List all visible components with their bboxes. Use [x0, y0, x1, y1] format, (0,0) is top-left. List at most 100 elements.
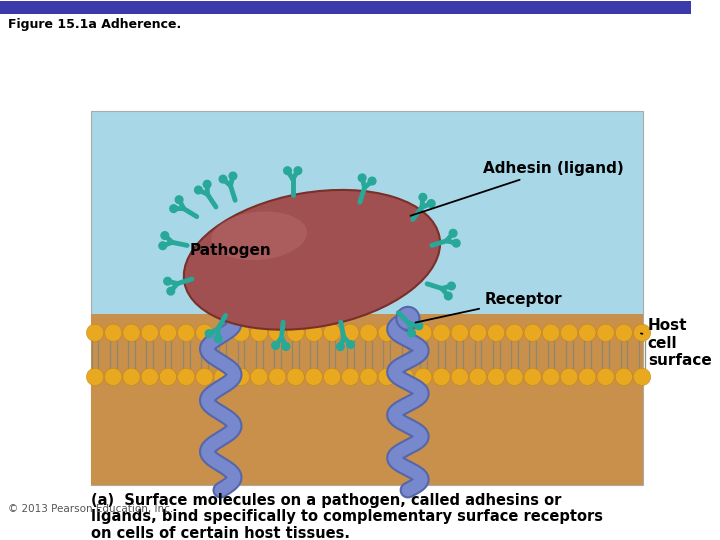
- Circle shape: [634, 324, 651, 341]
- Circle shape: [269, 368, 286, 386]
- Circle shape: [487, 324, 505, 341]
- Circle shape: [210, 273, 233, 296]
- Circle shape: [615, 368, 632, 386]
- Circle shape: [415, 322, 423, 329]
- Text: Pathogen: Pathogen: [189, 242, 271, 258]
- Circle shape: [229, 172, 237, 180]
- Circle shape: [342, 368, 359, 386]
- Circle shape: [104, 368, 122, 386]
- Circle shape: [378, 324, 395, 341]
- Circle shape: [123, 368, 140, 386]
- Circle shape: [359, 174, 366, 182]
- Circle shape: [196, 368, 213, 386]
- Circle shape: [451, 368, 469, 386]
- Circle shape: [170, 205, 178, 212]
- Circle shape: [342, 324, 359, 341]
- Circle shape: [219, 176, 227, 183]
- Circle shape: [615, 324, 632, 341]
- Circle shape: [287, 368, 305, 386]
- Circle shape: [579, 324, 596, 341]
- Text: Host
cell
surface: Host cell surface: [641, 319, 711, 368]
- Circle shape: [305, 368, 323, 386]
- Circle shape: [305, 324, 323, 341]
- Circle shape: [269, 324, 286, 341]
- Circle shape: [560, 324, 577, 341]
- Circle shape: [451, 324, 469, 341]
- Circle shape: [542, 368, 559, 386]
- Circle shape: [428, 200, 435, 207]
- Circle shape: [360, 368, 377, 386]
- Circle shape: [469, 368, 487, 386]
- Circle shape: [282, 342, 289, 350]
- Circle shape: [487, 368, 505, 386]
- Circle shape: [378, 368, 395, 386]
- Circle shape: [194, 186, 202, 194]
- Circle shape: [233, 324, 250, 341]
- Circle shape: [524, 324, 541, 341]
- Circle shape: [360, 324, 377, 341]
- Circle shape: [287, 324, 305, 341]
- Circle shape: [448, 282, 455, 290]
- Circle shape: [415, 324, 432, 341]
- Circle shape: [251, 368, 268, 386]
- Circle shape: [233, 368, 250, 386]
- Circle shape: [444, 292, 452, 300]
- Circle shape: [524, 368, 541, 386]
- Circle shape: [506, 368, 523, 386]
- Circle shape: [408, 329, 415, 337]
- Circle shape: [175, 196, 183, 204]
- Circle shape: [86, 368, 104, 386]
- Circle shape: [323, 324, 341, 341]
- Circle shape: [542, 324, 559, 341]
- Circle shape: [271, 342, 279, 349]
- Circle shape: [141, 368, 158, 386]
- Circle shape: [214, 368, 231, 386]
- Circle shape: [419, 193, 427, 201]
- Circle shape: [203, 180, 211, 188]
- Circle shape: [336, 343, 344, 350]
- Circle shape: [433, 324, 450, 341]
- Circle shape: [560, 368, 577, 386]
- Circle shape: [104, 324, 122, 341]
- Text: Adhesin (ligand): Adhesin (ligand): [410, 161, 624, 216]
- Circle shape: [159, 324, 176, 341]
- Text: Receptor: Receptor: [415, 292, 562, 322]
- Circle shape: [415, 368, 432, 386]
- Circle shape: [196, 324, 213, 341]
- Bar: [91, 314, 643, 485]
- Text: ligands, bind specifically to complementary surface receptors: ligands, bind specifically to complement…: [91, 509, 603, 524]
- Circle shape: [178, 368, 195, 386]
- Circle shape: [123, 324, 140, 341]
- Circle shape: [159, 368, 176, 386]
- Circle shape: [141, 324, 158, 341]
- Bar: [0, 1, 691, 14]
- Circle shape: [634, 368, 651, 386]
- Text: on cells of certain host tissues.: on cells of certain host tissues.: [91, 525, 350, 540]
- Circle shape: [597, 368, 614, 386]
- Circle shape: [433, 368, 450, 386]
- Circle shape: [178, 324, 195, 341]
- Circle shape: [452, 239, 460, 247]
- Circle shape: [323, 368, 341, 386]
- Circle shape: [347, 341, 354, 348]
- Circle shape: [579, 368, 596, 386]
- Circle shape: [284, 167, 292, 174]
- Circle shape: [167, 287, 175, 295]
- Circle shape: [397, 324, 414, 341]
- Bar: [91, 111, 643, 485]
- Circle shape: [469, 324, 487, 341]
- Circle shape: [163, 278, 171, 285]
- Circle shape: [397, 307, 420, 330]
- Text: © 2013 Pearson Education, Inc.: © 2013 Pearson Education, Inc.: [8, 504, 173, 514]
- Ellipse shape: [184, 190, 440, 330]
- Circle shape: [449, 230, 457, 237]
- Circle shape: [294, 167, 302, 174]
- Text: (a)  Surface molecules on a pathogen, called adhesins or: (a) Surface molecules on a pathogen, cal…: [91, 493, 562, 508]
- Ellipse shape: [211, 212, 307, 260]
- Circle shape: [597, 324, 614, 341]
- Circle shape: [161, 232, 168, 239]
- Circle shape: [368, 177, 376, 185]
- Text: Figure 15.1a Adherence.: Figure 15.1a Adherence.: [8, 18, 181, 31]
- Circle shape: [215, 335, 222, 342]
- Circle shape: [214, 324, 231, 341]
